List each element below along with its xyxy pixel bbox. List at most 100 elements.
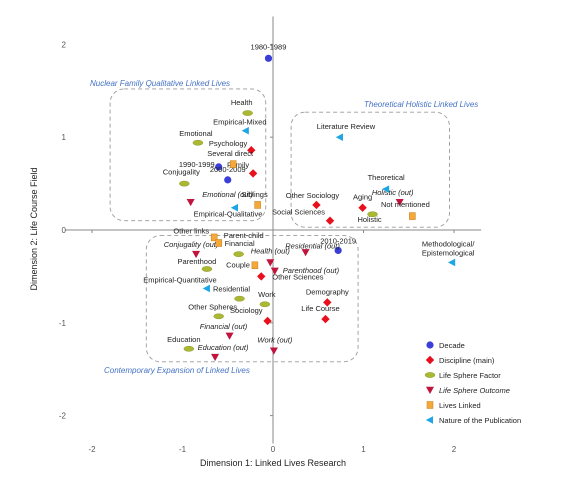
label-nature-of-the-publication-empirical-qualitative: Empirical-Qualitative: [194, 210, 263, 219]
point-life-sphere-factor-other-spheres: [213, 313, 224, 320]
point-life-sphere-outcome-parenthood-out: [270, 267, 279, 275]
point-discipline-main-family: [248, 169, 258, 178]
y-tick-label: 2: [62, 40, 67, 49]
legend-marker-life-sphere-factor: [424, 372, 436, 378]
point-life-sphere-outcome-health-out: [266, 259, 275, 267]
legend-label-decade: Decade: [439, 341, 465, 350]
legend-label-discipline-main: Discipline (main): [439, 356, 495, 365]
legend-marker-lives-linked: [426, 401, 434, 409]
legend-label-nature-of-the-publication: Nature of the Publication: [439, 416, 521, 425]
label-life-sphere-factor-other-spheres: Other Spheres: [188, 302, 237, 311]
point-discipline-main-life-course: [321, 314, 330, 324]
label-life-sphere-outcome-education-out: Education (out): [198, 343, 249, 352]
point-nature-of-the-publication-literature-review: [335, 133, 343, 141]
label-discipline-main-sociology: Sociology: [230, 306, 263, 315]
x-tick-label: 1: [361, 445, 366, 454]
point-life-sphere-factor-financial: [233, 251, 244, 257]
series-life-sphere-factor: Health Emotional Conjugality Holistic Financ…: [163, 98, 382, 352]
label-life-sphere-outcome-emotional-out: Emotional (out): [202, 190, 253, 199]
point-nature-of-the-publication-empirical-qualitative: [230, 203, 238, 212]
label-discipline-main-social-sciences: Social Sciences: [272, 208, 325, 217]
label-life-sphere-factor-health: Health: [231, 98, 253, 107]
point-life-sphere-outcome-emotional-out: [186, 198, 195, 207]
label-life-sphere-outcome-residential-out: Residential (out): [285, 241, 340, 250]
point-life-sphere-factor-health: [242, 110, 253, 116]
legend-label-life-sphere-outcome: Life Sphere Outcome: [439, 386, 510, 395]
point-life-sphere-factor-education: [183, 345, 195, 352]
y-tick-label: -2: [59, 412, 67, 421]
point-nature-of-the-publication-empirical-quantitative: [202, 284, 210, 293]
point-nature-of-the-publication-empirical-mixed: [241, 126, 249, 135]
label-discipline-main-psychology: Psychology: [209, 139, 248, 148]
label-discipline-main-aging: Aging: [353, 193, 372, 202]
cluster-label-nuclear: Nuclear Family Qualitative Linked Lives: [90, 79, 230, 88]
series-nature-of-the-publication: Empirical-Mixed Empirical-Qualitative Lite…: [143, 118, 475, 293]
point-lives-linked-couple: [251, 261, 259, 270]
axes: -2 -1 0 1 2 2 1 0 -1 -2: [59, 16, 482, 454]
point-lives-linked-not-mentioned: [409, 212, 416, 220]
cluster-box-3: [145, 235, 359, 363]
label-discipline-main-other-sciences: Other Sciences: [272, 272, 324, 281]
point-life-sphere-outcome-financial-out: [225, 332, 234, 340]
series-lives-linked: Several direct Siblings Not mentioned Other…: [173, 149, 429, 269]
label-nature-of-the-publication-literature-review: Literature Review: [317, 122, 376, 131]
label-discipline-main-other-sociology: Other Sociology: [286, 191, 340, 200]
label-life-sphere-outcome-work-out: Work (out): [257, 336, 293, 345]
data-points: 1980-19891990-19992000-20092010-2019Psyc…: [143, 42, 475, 362]
label-line: Methodological/: [422, 239, 475, 248]
point-life-sphere-outcome-education-out: [211, 353, 220, 362]
point-lives-linked-siblings: [254, 201, 261, 209]
point-life-sphere-outcome-work-out: [269, 347, 278, 355]
label-lives-linked-siblings: Siblings: [241, 190, 268, 199]
label-life-sphere-outcome-conjugality-out: Conjugality (out): [164, 240, 219, 249]
x-tick-label: -2: [88, 445, 96, 454]
legend-label-life-sphere-factor: Life Sphere Factor: [439, 371, 501, 380]
label-life-sphere-factor-residential: Residential: [213, 285, 250, 294]
label-decade-1980-1989: 1980-1989: [251, 42, 287, 51]
y-axis-title: Dimension 2: Life Course Field: [29, 167, 39, 290]
point-nature-of-the-publication-theoretical: [381, 185, 390, 193]
label-nature-of-the-publication-theoretical: Theoretical: [368, 173, 405, 182]
label-life-sphere-factor-emotional: Emotional: [179, 129, 213, 138]
point-decade-1980-1989: [264, 54, 273, 62]
label-lives-linked-not-mentioned: Not mentioned: [381, 200, 430, 209]
label-discipline-main-family: Family: [227, 160, 249, 169]
label-nature-of-the-publication-empirical-mixed: Empirical-Mixed: [213, 118, 266, 127]
label-decade-2000-2009: 2000-2009: [210, 165, 246, 174]
point-discipline-main-aging: [358, 203, 367, 212]
x-tick-label: -1: [179, 445, 187, 454]
y-tick-label: 1: [62, 133, 67, 142]
legend-marker-nature-of-the-publication: [425, 416, 433, 424]
label-nature-of-the-publication-methodological-epistemological: Methodological/Epistemological: [422, 239, 475, 257]
legend-label-lives-linked: Lives Linked: [439, 401, 481, 410]
point-lives-linked-several-direct: [229, 160, 237, 168]
legend-marker-discipline-main: [425, 355, 435, 365]
label-lives-linked-several-direct: Several direct: [207, 149, 254, 158]
point-life-sphere-factor-emotional: [192, 139, 204, 146]
point-lives-linked-parent-child: [215, 239, 222, 247]
label-lives-linked-parent-child: Parent-child: [224, 231, 264, 240]
label-life-sphere-outcome-holistic-out: Holistic (out): [372, 188, 414, 197]
label-discipline-main-life-course: Life Course: [301, 304, 339, 313]
point-life-sphere-factor-parenthood: [201, 266, 213, 272]
point-life-sphere-factor-conjugality: [179, 180, 190, 187]
point-decade-1990-1999: [215, 163, 223, 171]
point-nature-of-the-publication-methodological-epistemological: [447, 258, 456, 267]
cluster-box-2: [290, 111, 450, 228]
cluster-label-contemporary: Contemporary Expansion of Linked Lives: [104, 366, 250, 375]
label-life-sphere-outcome-financial-out: Financial (out): [200, 322, 248, 331]
point-discipline-main-other-sociology: [312, 200, 321, 210]
point-lives-linked-other-links: [210, 233, 218, 242]
label-life-sphere-factor-education: Education: [167, 335, 200, 344]
point-life-sphere-outcome-conjugality-out: [192, 250, 201, 259]
cluster-boxes: [109, 88, 450, 363]
label-nature-of-the-publication-empirical-quantitative: Empirical-Quantitative: [143, 275, 216, 284]
point-life-sphere-factor-holistic: [367, 211, 378, 218]
point-life-sphere-factor-work: [259, 301, 271, 308]
point-discipline-main-demography: [323, 298, 332, 307]
point-discipline-main-other-sciences: [257, 272, 266, 281]
x-tick-label: 2: [452, 445, 457, 454]
label-life-sphere-factor-parenthood: Parenthood: [178, 257, 217, 266]
